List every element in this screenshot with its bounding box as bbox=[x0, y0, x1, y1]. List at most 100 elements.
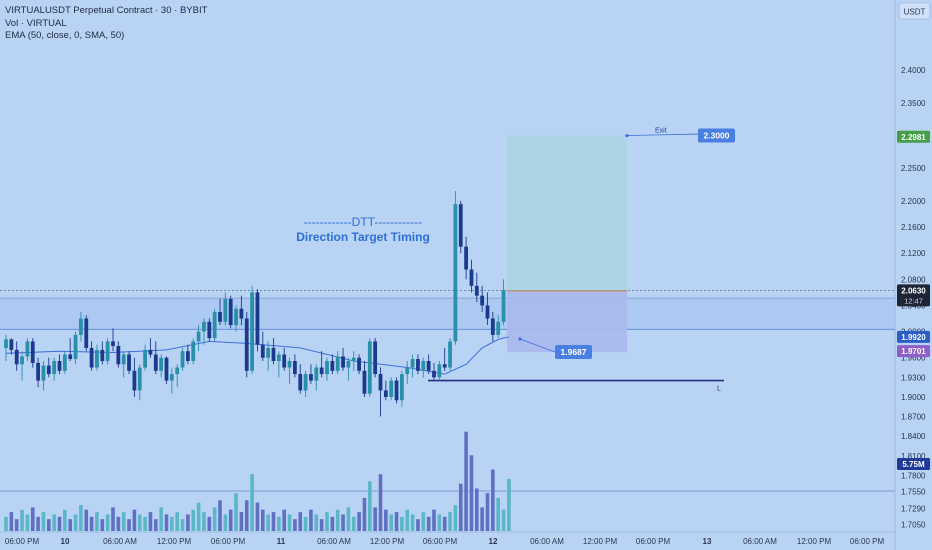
candle[interactable] bbox=[223, 292, 228, 326]
candle[interactable] bbox=[255, 289, 260, 352]
candle[interactable] bbox=[378, 367, 383, 417]
candle[interactable] bbox=[282, 347, 287, 371]
candle[interactable] bbox=[501, 279, 506, 326]
candle[interactable] bbox=[325, 357, 329, 381]
candle[interactable] bbox=[46, 357, 51, 378]
candle[interactable] bbox=[442, 347, 447, 371]
candle[interactable] bbox=[421, 357, 426, 378]
candle[interactable] bbox=[383, 380, 388, 401]
candle[interactable] bbox=[84, 315, 89, 352]
candle[interactable] bbox=[410, 354, 415, 378]
candle[interactable] bbox=[464, 236, 468, 280]
candle[interactable] bbox=[496, 315, 501, 339]
candle[interactable] bbox=[458, 200, 463, 254]
candle[interactable] bbox=[212, 308, 217, 342]
candle[interactable] bbox=[191, 338, 196, 365]
candle[interactable] bbox=[137, 364, 142, 401]
candle[interactable] bbox=[432, 362, 436, 381]
candle[interactable] bbox=[341, 347, 345, 371]
candle[interactable] bbox=[52, 357, 57, 381]
candle[interactable] bbox=[20, 351, 24, 381]
candle[interactable] bbox=[400, 370, 404, 407]
stop-price-tag[interactable] bbox=[555, 345, 592, 360]
candle[interactable] bbox=[95, 344, 99, 371]
candle[interactable] bbox=[9, 338, 14, 355]
candle[interactable] bbox=[303, 370, 308, 397]
candle[interactable] bbox=[335, 351, 340, 375]
candle[interactable] bbox=[362, 361, 367, 397]
candle[interactable] bbox=[218, 298, 222, 326]
candle[interactable] bbox=[175, 364, 180, 388]
target-price-tag[interactable] bbox=[698, 128, 735, 143]
candle[interactable] bbox=[271, 338, 276, 365]
candle[interactable] bbox=[62, 351, 67, 375]
candle[interactable] bbox=[89, 341, 94, 371]
candle[interactable] bbox=[116, 341, 121, 368]
candle[interactable] bbox=[79, 311, 83, 342]
symbol-title[interactable]: VIRTUALUSDT Perpetual Contract · 30 · BY… bbox=[5, 5, 208, 16]
candle[interactable] bbox=[36, 357, 40, 388]
candle[interactable] bbox=[351, 351, 356, 371]
candle[interactable] bbox=[266, 341, 271, 371]
candle[interactable] bbox=[480, 285, 485, 312]
candle[interactable] bbox=[394, 377, 399, 404]
candle[interactable] bbox=[30, 338, 35, 368]
candle[interactable] bbox=[405, 361, 410, 384]
candle[interactable] bbox=[41, 361, 46, 391]
candle[interactable] bbox=[448, 338, 452, 371]
candle[interactable] bbox=[490, 311, 495, 342]
candle[interactable] bbox=[148, 338, 153, 358]
profit-zone[interactable] bbox=[507, 135, 627, 291]
candle[interactable] bbox=[389, 377, 394, 401]
candle[interactable] bbox=[346, 357, 351, 381]
ema-indicator-label[interactable]: EMA (50, close, 0, SMA, 50) bbox=[5, 30, 125, 41]
candle[interactable] bbox=[416, 354, 420, 375]
candle[interactable] bbox=[207, 318, 212, 342]
candle[interactable] bbox=[469, 259, 474, 293]
candle[interactable] bbox=[309, 364, 313, 384]
candle[interactable] bbox=[244, 311, 249, 378]
currency-button[interactable] bbox=[898, 2, 931, 20]
candle[interactable] bbox=[373, 338, 378, 378]
candle[interactable] bbox=[437, 361, 442, 381]
candle[interactable] bbox=[298, 364, 303, 394]
candle[interactable] bbox=[153, 341, 158, 375]
candle[interactable] bbox=[159, 354, 164, 378]
candle[interactable] bbox=[367, 338, 372, 397]
candle[interactable] bbox=[111, 328, 115, 352]
candle[interactable] bbox=[319, 351, 324, 378]
candle[interactable] bbox=[485, 292, 490, 326]
candle[interactable] bbox=[287, 357, 292, 384]
candle[interactable] bbox=[228, 295, 233, 329]
tag-4-price[interactable] bbox=[897, 330, 930, 343]
tag-5-price[interactable] bbox=[897, 345, 930, 358]
candle[interactable] bbox=[132, 357, 137, 397]
candle[interactable] bbox=[357, 354, 361, 375]
volume-tag[interactable] bbox=[897, 458, 930, 470]
volume-indicator-label[interactable]: Vol · VIRTUAL bbox=[5, 17, 67, 29]
candle[interactable] bbox=[202, 318, 206, 345]
candle[interactable] bbox=[250, 285, 254, 375]
candle[interactable] bbox=[453, 191, 458, 345]
candle[interactable] bbox=[234, 305, 238, 332]
candle[interactable] bbox=[260, 331, 265, 362]
candle[interactable] bbox=[276, 351, 281, 378]
candle[interactable] bbox=[121, 351, 126, 378]
candle[interactable] bbox=[105, 338, 110, 365]
tag-2-price[interactable] bbox=[897, 130, 930, 143]
candle[interactable] bbox=[164, 356, 169, 384]
candle[interactable] bbox=[186, 344, 190, 365]
loss-zone[interactable] bbox=[507, 290, 627, 353]
candle[interactable] bbox=[68, 338, 73, 362]
candle[interactable] bbox=[180, 347, 185, 371]
candle[interactable] bbox=[127, 351, 131, 375]
candle[interactable] bbox=[239, 295, 244, 326]
candle[interactable] bbox=[100, 341, 105, 365]
candle[interactable] bbox=[330, 354, 335, 375]
candle[interactable] bbox=[196, 325, 201, 352]
candle[interactable] bbox=[314, 364, 319, 391]
candle[interactable] bbox=[169, 367, 174, 394]
candle[interactable] bbox=[4, 334, 8, 362]
candle[interactable] bbox=[293, 354, 297, 378]
